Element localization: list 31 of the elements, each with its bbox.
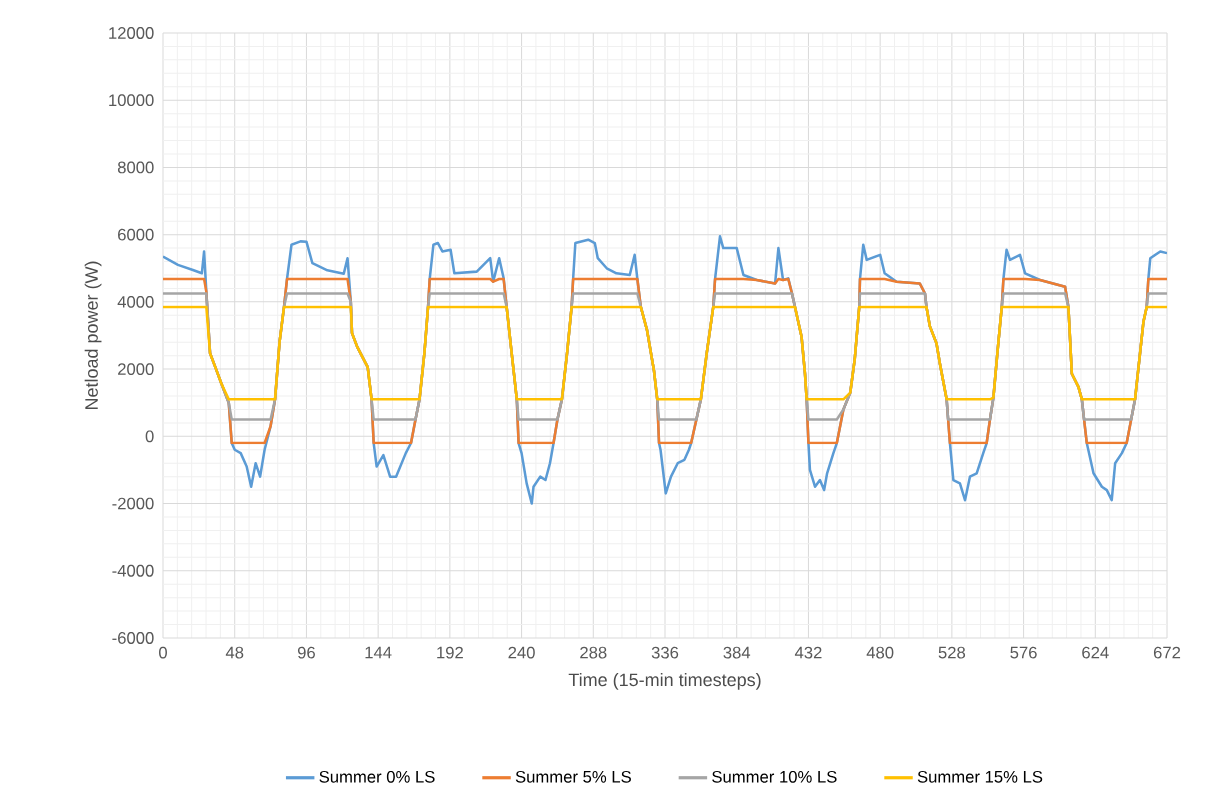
x-tick-label: 624 — [1082, 646, 1109, 659]
x-axis-title: Time (15-min timesteps) — [568, 672, 761, 690]
x-tick-label: 96 — [297, 646, 315, 659]
x-tick-label: 0 — [159, 646, 167, 659]
y-axis-title: Netload power (W) — [84, 261, 102, 410]
legend-label: Summer 5% LS — [515, 770, 631, 783]
y-tick-label: 4000 — [117, 295, 154, 308]
y-tick-label: -2000 — [112, 497, 154, 510]
x-tick-label: 384 — [723, 646, 751, 659]
x-tick-label: 480 — [866, 646, 894, 659]
y-tick-label: 10000 — [109, 94, 154, 107]
x-tick-label: 288 — [580, 646, 607, 659]
y-tick-label: 2000 — [118, 363, 154, 375]
y-tick-label: 0 — [145, 430, 154, 443]
y-tick-label: 12000 — [109, 27, 154, 39]
legend-label: Summer 0% LS — [319, 770, 435, 783]
x-tick-label: 672 — [1153, 646, 1181, 659]
x-tick-label: 576 — [1010, 646, 1037, 659]
x-tick-label: 432 — [794, 646, 822, 659]
y-tick-label: -6000 — [112, 632, 154, 644]
x-tick-label: 528 — [938, 646, 966, 659]
x-tick-label: 336 — [651, 646, 679, 659]
y-tick-label: -4000 — [112, 564, 154, 577]
legend-label: Summer 10% LS — [712, 770, 837, 783]
y-tick-label: 8000 — [117, 161, 154, 174]
x-tick-label: 192 — [437, 646, 463, 659]
x-tick-label: 240 — [508, 646, 535, 659]
x-tick-label: 48 — [225, 646, 244, 659]
x-tick-label: 144 — [365, 646, 392, 659]
y-tick-label: 6000 — [118, 228, 154, 241]
legend-label: Summer 15% LS — [917, 770, 1043, 783]
